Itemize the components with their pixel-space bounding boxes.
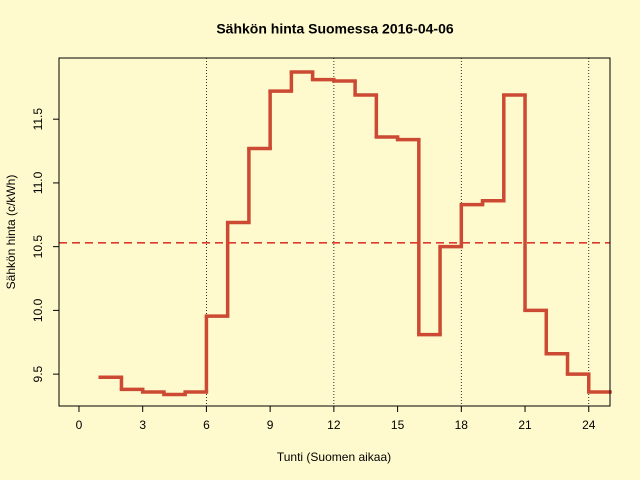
y-axis-label: Sähkön hinta (c/kWh) (4, 175, 18, 290)
y-tick-label: 9.5 (31, 365, 45, 382)
y-tick-label: 10.5 (31, 235, 45, 259)
x-tick-label: 21 (518, 418, 532, 432)
y-tick-label: 10.0 (31, 298, 45, 322)
chart-title: Sähkön hinta Suomessa 2016-04-06 (216, 21, 454, 37)
x-tick-label: 18 (455, 418, 469, 432)
x-tick-label: 12 (327, 418, 341, 432)
x-tick-label: 0 (76, 418, 83, 432)
x-tick-label: 9 (267, 418, 274, 432)
x-axis-label: Tunti (Suomen aikaa) (277, 450, 391, 464)
x-tick-label: 6 (203, 418, 210, 432)
plot-frame (58, 57, 611, 407)
y-tick-label: 11.5 (31, 108, 45, 131)
y-tick-label: 11.0 (31, 171, 45, 194)
x-tick-label: 3 (139, 418, 146, 432)
x-tick-label: 24 (582, 418, 596, 432)
x-tick-label: 15 (391, 418, 405, 432)
